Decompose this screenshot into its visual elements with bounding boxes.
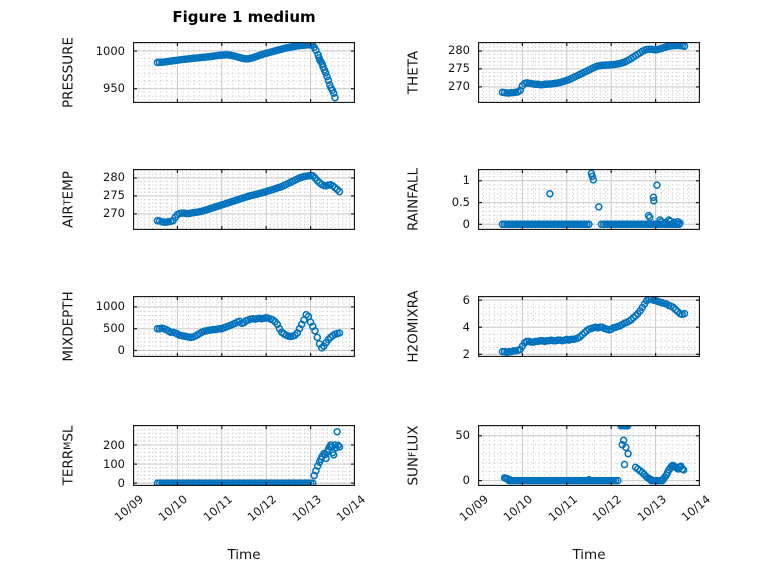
time-axis-label: Time <box>572 547 606 563</box>
figure-title: Figure 1 medium <box>172 8 316 26</box>
h2omixra-plot-area <box>478 296 700 357</box>
subplot-h2omixra: H2OMIXRA 2 4 6 <box>405 290 700 363</box>
y-tick-label: 0 <box>462 473 470 488</box>
data-points <box>498 169 684 229</box>
subplot-mixdepth: MIXDEPTH 0 500 1000 <box>60 291 355 362</box>
sun-flux-y-axis-label: SUN F LUX <box>405 425 421 486</box>
x-tick-label: 10/09 <box>456 492 491 525</box>
y-tick-label: 6 <box>462 292 470 307</box>
y-tick-label: 280 <box>448 43 470 58</box>
subplot-pressure: PRESSURE 950 1000 <box>60 37 355 108</box>
y-tick-label: 0 <box>117 475 125 490</box>
y-tick-label: 0 <box>117 342 125 357</box>
y-tick-label: 100 <box>103 456 125 471</box>
data-points <box>153 171 344 226</box>
data-points <box>498 42 689 97</box>
rainfall-plot-area <box>478 169 700 230</box>
x-tick-label: 10/11 <box>545 492 580 525</box>
time-axis-label: Time <box>227 547 261 563</box>
x-tick-label: 10/13 <box>634 492 669 525</box>
subplot-terr-msl: TERR M SL 0 100 200 10/09 10/10 10/11 10/12 10/13 1… <box>60 425 368 563</box>
y-tick-label: 0.5 <box>451 195 470 210</box>
y-tick-label: 1000 <box>95 299 125 314</box>
y-tick-label: 2 <box>462 346 470 361</box>
y-tick-label: 4 <box>462 319 470 334</box>
subplot-theta: THETA 270 275 280 <box>405 42 700 103</box>
subplot-rainfall: RAINFALL 0 0.5 1 <box>405 168 700 231</box>
y-tick-label: 500 <box>103 321 125 336</box>
y-tick-label: 270 <box>103 206 125 221</box>
mixdepth-plot-area <box>133 296 355 357</box>
x-tick-label: 10/10 <box>501 492 536 525</box>
x-tick-label: 10/13 <box>289 492 324 525</box>
y-tick-label: 280 <box>103 170 125 185</box>
air-temp-plot-area <box>133 169 355 230</box>
y-tick-label: 950 <box>103 81 125 96</box>
subplot-air-temp: AIR T EMP 270 275 280 <box>60 169 355 230</box>
x-tick-label: 10/14 <box>333 492 368 525</box>
x-tick-label: 10/14 <box>678 492 713 525</box>
x-tick-label: 10/11 <box>200 492 235 525</box>
y-tick-label: 0 <box>462 216 470 231</box>
data-points <box>153 427 344 486</box>
y-tick-label: 50 <box>455 428 470 443</box>
data-points <box>153 310 344 352</box>
terr-msl-plot-area <box>133 425 355 486</box>
data-points <box>498 296 689 357</box>
sun-flux-plot-area <box>478 425 700 486</box>
data-points <box>153 42 339 102</box>
y-tick-label: 1000 <box>95 43 125 58</box>
y-tick-label: 1 <box>462 173 470 188</box>
theta-plot-area <box>478 42 700 103</box>
y-tick-label: 270 <box>448 79 470 94</box>
y-tick-label: 275 <box>448 61 470 76</box>
y-tick-label: 200 <box>103 437 125 452</box>
x-tick-label: 10/12 <box>589 492 625 525</box>
x-tick-label: 10/09 <box>111 492 146 525</box>
x-tick-label: 10/12 <box>244 492 280 525</box>
subplot-sun-flux: SUN F LUX 0 50 10/09 10/10 10/11 10/12 10/13 10/14… <box>405 425 713 563</box>
y-tick-label: 275 <box>103 188 125 203</box>
x-tick-label: 10/10 <box>156 492 191 525</box>
pressure-y-axis-label: PRESSURE <box>60 37 76 108</box>
pressure-plot-area <box>133 42 355 103</box>
